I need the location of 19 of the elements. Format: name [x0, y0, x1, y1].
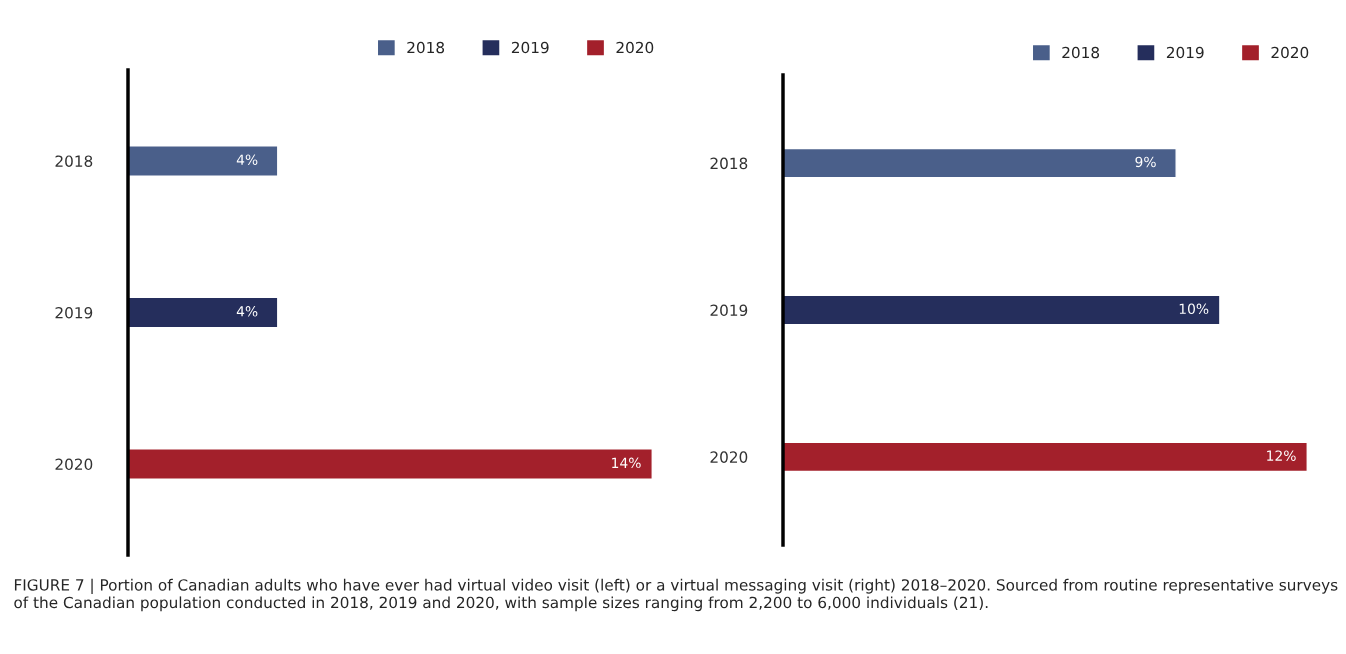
- y-tick-label: 2019: [55, 306, 93, 319]
- data-label: 4%: [236, 306, 258, 317]
- legend-label: 2020: [616, 41, 654, 54]
- legend-label: 2018: [407, 41, 445, 54]
- y-tick-label: 2018: [55, 155, 93, 167]
- legend-label: 2018: [1062, 46, 1100, 59]
- y-tick-label: 2019: [710, 304, 748, 317]
- data-label: 12%: [1267, 450, 1296, 461]
- data-label: 10%: [1179, 303, 1209, 315]
- legend-label: 2019: [511, 41, 549, 54]
- legend-label: 2019: [1166, 46, 1204, 59]
- y-tick-label: 2018: [710, 157, 748, 170]
- data-label: 4%: [236, 154, 258, 165]
- caption: FIGURE 7 | Portion of Canadian adults who have ever had virtual video visit (left) or a virtual messaging visit (right) 2018–2020. Sourced from routine representative surveys of the Canadian population conducted in 2018, 2019 and 2020, with sample sizes ranging from 2,200 to 6,000 individuals (21).: [14, 578, 1338, 612]
- data-label: 9%: [1135, 156, 1156, 168]
- legend-label: 2020: [1271, 46, 1309, 59]
- data-label: 14%: [612, 457, 641, 469]
- y-tick-label: 2020: [55, 458, 93, 471]
- y-tick-label: 2020: [710, 451, 748, 463]
